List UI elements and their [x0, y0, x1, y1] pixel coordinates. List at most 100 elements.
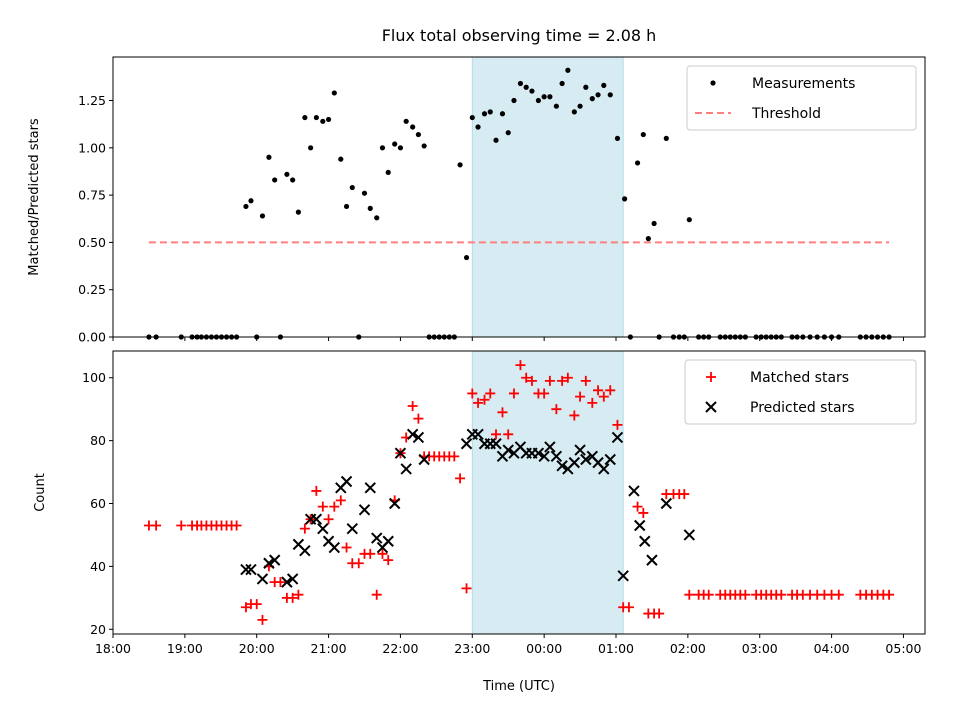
series-predicted-stars — [240, 428, 696, 588]
axes-frame — [112, 350, 926, 635]
x-tick-label: 05:00 — [885, 641, 921, 656]
shaded-span — [471, 56, 624, 338]
data-point — [317, 501, 328, 512]
data-point — [421, 143, 427, 149]
data-point — [485, 388, 496, 399]
data-point — [388, 497, 401, 510]
data-point — [461, 583, 472, 594]
data-point — [413, 413, 424, 424]
x-axis-label: Time (UTC) — [482, 679, 555, 694]
data-point — [365, 548, 376, 559]
data-point — [660, 497, 673, 510]
data-point — [382, 535, 394, 547]
data-point — [684, 589, 695, 600]
data-point — [508, 388, 519, 399]
x-tick-label: 02:00 — [670, 641, 706, 656]
data-point — [266, 154, 272, 160]
data-point — [638, 507, 649, 518]
data-point — [607, 92, 613, 98]
data-point — [392, 141, 398, 147]
data-point — [295, 209, 301, 215]
data-point — [251, 599, 262, 610]
legend-measurements-swatch — [710, 80, 716, 86]
data-point — [394, 447, 407, 459]
data-point — [364, 482, 376, 494]
data-point — [497, 407, 508, 418]
legend-matched-swatch — [706, 372, 716, 382]
legend-box — [684, 359, 917, 425]
data-point — [335, 495, 346, 506]
y-tick-label: 100 — [82, 370, 106, 385]
data-point — [308, 145, 314, 151]
data-point — [521, 372, 532, 383]
chart-title: Flux total observing time = 2.08 h — [382, 26, 657, 45]
data-point — [338, 156, 344, 162]
x-tick-label: 23:00 — [454, 641, 490, 656]
data-point — [248, 198, 254, 204]
data-point — [275, 577, 286, 588]
data-point — [406, 428, 419, 441]
data-point — [176, 520, 187, 531]
data-point — [499, 111, 506, 117]
data-point — [833, 589, 844, 600]
data-point — [623, 602, 634, 613]
data-point — [557, 375, 568, 386]
data-point — [776, 589, 787, 600]
data-point — [379, 145, 386, 151]
series-matched-stars — [143, 360, 895, 625]
data-point — [151, 520, 162, 531]
y-tick-label: 80 — [90, 433, 106, 448]
data-point — [371, 589, 382, 600]
data-point — [583, 84, 589, 90]
data-point — [617, 570, 629, 582]
data-point — [310, 513, 323, 525]
data-point — [299, 544, 311, 557]
data-point — [541, 94, 547, 100]
data-point — [577, 103, 583, 109]
data-point — [472, 428, 484, 441]
data-point — [400, 463, 412, 475]
data-point — [328, 541, 341, 554]
data-point — [532, 447, 545, 459]
data-point — [469, 114, 475, 121]
y-tick-label: 1.25 — [78, 93, 106, 108]
data-point — [580, 375, 591, 386]
data-point — [634, 160, 641, 166]
data-point — [640, 131, 646, 138]
data-point — [479, 394, 490, 405]
data-point — [397, 145, 404, 151]
data-point — [601, 82, 607, 88]
data-point — [353, 558, 364, 569]
data-point — [323, 514, 334, 525]
data-point — [593, 385, 604, 396]
x-tick-label: 20:00 — [239, 641, 275, 656]
data-point — [683, 529, 696, 541]
data-point — [243, 203, 249, 210]
data-point — [556, 460, 568, 472]
data-point — [343, 203, 350, 210]
data-point — [575, 391, 586, 402]
data-point — [268, 554, 281, 566]
data-point — [346, 522, 358, 535]
y-axis-label: Count — [33, 473, 48, 512]
data-point — [523, 84, 529, 90]
data-point — [587, 397, 598, 408]
data-point — [287, 592, 298, 603]
legend-label: Predicted stars — [750, 400, 855, 416]
x-tick-label: 00:00 — [526, 641, 562, 656]
data-point — [371, 532, 383, 544]
data-point — [463, 254, 470, 261]
data-point — [290, 177, 296, 183]
x-tick-label: 04:00 — [814, 641, 850, 656]
data-point — [589, 96, 595, 102]
data-point — [256, 573, 269, 585]
x-tick-label: 01:00 — [598, 641, 634, 656]
data-point — [259, 213, 266, 219]
data-point — [313, 114, 319, 121]
data-point — [565, 67, 571, 73]
top-panel: 0.00 0.25 0.50 0.75 1.00 1.25 Matched/Predicte… — [27, 56, 926, 345]
y-tick-label: 1.00 — [78, 140, 106, 155]
legend-label: Matched stars — [750, 370, 849, 386]
y-axis-label: Matched/Predicted stars — [27, 118, 42, 276]
